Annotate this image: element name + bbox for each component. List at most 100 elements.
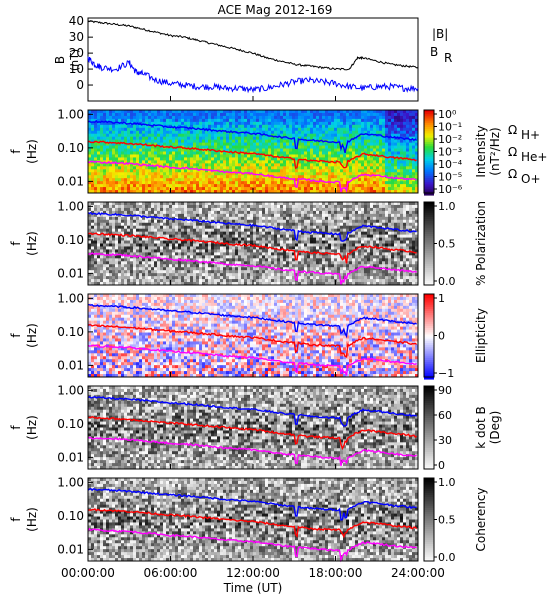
intensity-cell: [217, 133, 221, 138]
intensity-cell: [253, 190, 257, 194]
polarization-cell: [259, 231, 263, 235]
intensity-cell: [145, 154, 149, 158]
polarization-cell: [214, 237, 218, 241]
intensity-cell: [112, 166, 116, 170]
polarization-cell: [202, 237, 206, 241]
polarization-cell: [223, 270, 227, 274]
polarization-cell: [112, 228, 116, 233]
intensity-cell: [301, 145, 305, 149]
intensity-cell: [391, 142, 395, 146]
polarization-cell: [211, 279, 215, 283]
intensity-cell: [109, 112, 113, 117]
intensity-cell: [385, 118, 389, 123]
intensity-cell: [223, 172, 227, 176]
polarization-cell: [199, 204, 203, 209]
intensity-cell: [298, 178, 302, 182]
intensity-cell: [364, 190, 368, 194]
polarization-cell: [178, 282, 182, 286]
intensity-cell: [214, 136, 218, 141]
intensity-cell: [124, 110, 128, 114]
intensity-cell: [301, 154, 305, 158]
series-line-bmag: [87, 19, 419, 71]
polarization-cell: [112, 276, 116, 280]
intensity-cell: [310, 110, 314, 114]
intensity-cell: [331, 151, 335, 155]
polarization-cell: [154, 240, 158, 244]
polarization-cell: [166, 276, 170, 280]
polarization-cell: [187, 261, 191, 265]
intensity-cell: [316, 169, 320, 173]
intensity-cell: [355, 187, 359, 191]
polarization-cell: [226, 216, 230, 221]
polarization-cell: [241, 210, 245, 215]
intensity-cell: [88, 145, 92, 149]
intensity-cell: [316, 127, 320, 132]
polarization-cell: [196, 222, 200, 227]
intensity-cell: [190, 124, 194, 129]
intensity-cell: [310, 124, 314, 129]
intensity-yunit: (Hz): [25, 139, 39, 164]
polarization-cell: [160, 222, 164, 227]
polarization-cell: [256, 228, 260, 233]
intensity-cell: [289, 163, 293, 167]
polarization-cell: [115, 258, 119, 262]
intensity-cell: [346, 178, 350, 182]
intensity-cell: [277, 118, 281, 123]
intensity-cell: [259, 148, 263, 152]
intensity-cell: [400, 190, 404, 194]
polarization-cell: [208, 231, 212, 235]
intensity-cell: [223, 187, 227, 191]
polarization-cell: [100, 225, 104, 230]
polarization-cell: [103, 202, 107, 206]
polarization-cell: [247, 225, 251, 230]
intensity-cell: [184, 157, 188, 161]
intensity-cell: [403, 145, 407, 149]
polarization-cell: [208, 264, 212, 268]
intensity-cell: [214, 187, 218, 191]
intensity-cell: [250, 157, 254, 161]
intensity-cell: [154, 172, 158, 176]
intensity-cell: [337, 157, 341, 161]
polarization-cell: [211, 276, 215, 280]
polarization-cell: [115, 202, 119, 206]
polarization-cell: [220, 249, 224, 253]
intensity-cell: [307, 136, 311, 141]
polarization-cell: [148, 213, 152, 218]
intensity-cell: [187, 124, 191, 129]
intensity-cell: [214, 142, 218, 146]
intensity-cell: [181, 118, 185, 123]
polarization-cell: [235, 273, 239, 277]
polarization-cell: [115, 228, 119, 233]
polarization-cell: [175, 222, 179, 227]
polarization-cell: [244, 231, 248, 235]
intensity-cell: [130, 172, 134, 176]
polarization-cell: [262, 243, 266, 247]
intensity-cell: [106, 112, 110, 117]
intensity-cell: [193, 145, 197, 149]
polarization-cell: [157, 213, 161, 218]
intensity-cell: [316, 112, 320, 117]
polarization-cell: [253, 240, 257, 244]
polarization-cell: [238, 213, 242, 218]
intensity-cell: [157, 139, 161, 143]
intensity-cell: [415, 127, 419, 132]
intensity-cell: [406, 148, 410, 152]
polarization-cell: [106, 231, 110, 235]
polarization-cell: [268, 258, 272, 262]
intensity-cell: [220, 112, 224, 117]
polarization-cell: [178, 243, 182, 247]
intensity-cell: [106, 172, 110, 176]
intensity-cell: [223, 112, 227, 117]
intensity-cell: [361, 130, 365, 135]
intensity-cell: [319, 133, 323, 138]
intensity-cell: [310, 184, 314, 188]
intensity-cell: [274, 121, 278, 126]
intensity-cell: [277, 133, 281, 138]
polarization-cell: [181, 237, 185, 241]
polarization-cell: [112, 225, 116, 230]
intensity-cell: [112, 157, 116, 161]
polarization-cell: [97, 255, 101, 259]
intensity-cell: [103, 115, 107, 120]
intensity-cell: [289, 142, 293, 146]
intensity-cell: [256, 148, 260, 152]
